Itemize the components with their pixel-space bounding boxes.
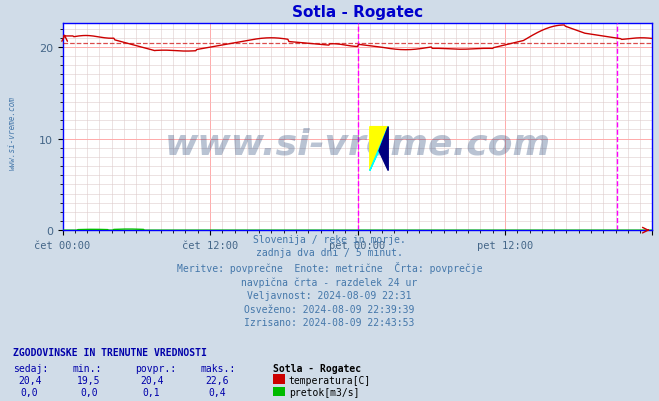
Text: Slovenija / reke in morje.
zadnja dva dni / 5 minut.
Meritve: povprečne  Enote: : Slovenija / reke in morje. zadnja dva dn… — [177, 235, 482, 327]
Text: 0,0: 0,0 — [21, 387, 38, 397]
Text: 0,4: 0,4 — [209, 387, 226, 397]
Text: www.si-vreme.com: www.si-vreme.com — [165, 127, 550, 161]
Title: Sotla - Rogatec: Sotla - Rogatec — [292, 5, 423, 20]
Text: povpr.:: povpr.: — [135, 363, 176, 373]
Text: 0,1: 0,1 — [143, 387, 160, 397]
Text: 0,0: 0,0 — [80, 387, 98, 397]
Text: 20,4: 20,4 — [140, 375, 163, 385]
Polygon shape — [370, 128, 388, 171]
Text: www.si-vreme.com: www.si-vreme.com — [8, 95, 17, 169]
Text: 19,5: 19,5 — [77, 375, 101, 385]
Text: 22,6: 22,6 — [206, 375, 229, 385]
Text: maks.:: maks.: — [201, 363, 236, 373]
Text: sedaj:: sedaj: — [13, 363, 48, 373]
Text: ZGODOVINSKE IN TRENUTNE VREDNOSTI: ZGODOVINSKE IN TRENUTNE VREDNOSTI — [13, 347, 207, 357]
Text: Sotla - Rogatec: Sotla - Rogatec — [273, 363, 362, 373]
Text: temperatura[C]: temperatura[C] — [289, 375, 371, 385]
Polygon shape — [370, 128, 388, 171]
Text: 20,4: 20,4 — [18, 375, 42, 385]
Text: min.:: min.: — [72, 363, 102, 373]
Text: pretok[m3/s]: pretok[m3/s] — [289, 387, 359, 397]
Polygon shape — [379, 128, 388, 171]
